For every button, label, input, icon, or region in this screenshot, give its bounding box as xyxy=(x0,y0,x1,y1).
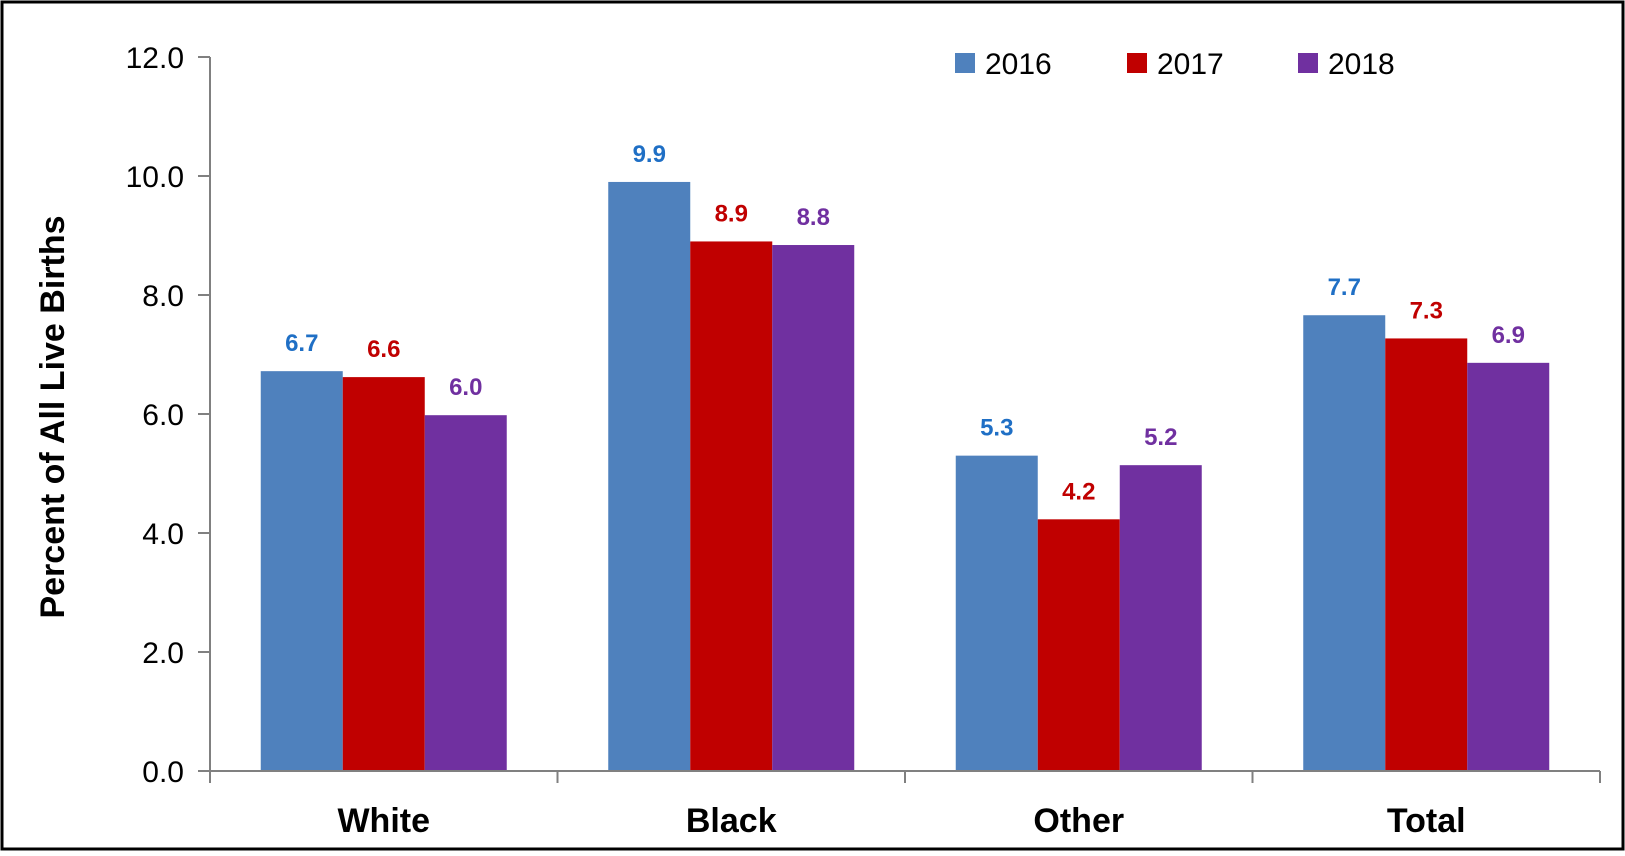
bar-2018-total xyxy=(1467,362,1550,771)
y-tick-label: 0.0 xyxy=(142,756,184,789)
data-label: 6.0 xyxy=(449,374,482,401)
bar-2018-black xyxy=(772,245,855,771)
data-label: 8.9 xyxy=(715,200,748,227)
x-category-label: Black xyxy=(686,802,777,840)
bar-2018-other xyxy=(1119,465,1202,771)
legend-label-2016: 2016 xyxy=(985,48,1052,81)
bar-2017-other xyxy=(1037,519,1120,771)
data-label: 9.9 xyxy=(633,141,666,168)
y-tick-label: 8.0 xyxy=(142,280,184,313)
data-label: 6.6 xyxy=(367,336,400,363)
y-tick-label: 6.0 xyxy=(142,399,184,432)
y-tick-label: 12.0 xyxy=(126,42,184,75)
x-category-label: Total xyxy=(1387,802,1466,840)
data-label: 7.3 xyxy=(1410,297,1443,324)
data-label: 6.7 xyxy=(285,330,318,357)
legend-label-2018: 2018 xyxy=(1328,48,1395,81)
data-label: 6.9 xyxy=(1492,322,1525,349)
data-label: 5.2 xyxy=(1144,424,1177,451)
bar-2017-white xyxy=(342,377,425,771)
bar-2016-other xyxy=(955,455,1038,771)
y-tick-label: 10.0 xyxy=(126,161,184,194)
bar-2018-white xyxy=(424,415,507,771)
x-axis: White Black Other Total xyxy=(209,770,1601,840)
x-category-label: Other xyxy=(1033,802,1124,840)
bar-2017-black xyxy=(690,241,773,771)
bar-2016-white xyxy=(260,371,343,771)
data-label: 8.8 xyxy=(797,204,830,231)
bar-2016-total xyxy=(1303,315,1386,771)
legend-label-2017: 2017 xyxy=(1157,48,1224,81)
y-axis-title: Percent of All Live Births xyxy=(34,215,72,618)
legend-swatch-2017 xyxy=(1127,53,1147,73)
y-tick-label: 2.0 xyxy=(142,637,184,670)
data-label: 4.2 xyxy=(1062,478,1095,505)
y-tick-label: 4.0 xyxy=(142,518,184,551)
bar-2016-black xyxy=(608,181,691,771)
data-label: 7.7 xyxy=(1328,274,1361,301)
y-axis: 0.0 2.0 4.0 6.0 8.0 10.0 12.0 xyxy=(126,42,211,789)
legend-swatch-2016 xyxy=(955,53,975,73)
legend-swatch-2018 xyxy=(1298,53,1318,73)
legend: 2016 2017 2018 xyxy=(955,48,1395,81)
bars-group: 6.7 6.6 6.0 9.9 8.9 8.8 5.3 4.2 5.2 7.7 7.3 6.9 xyxy=(260,141,1550,771)
bar-2017-total xyxy=(1385,338,1468,771)
x-category-label: White xyxy=(337,802,430,840)
data-label: 5.3 xyxy=(980,415,1013,442)
